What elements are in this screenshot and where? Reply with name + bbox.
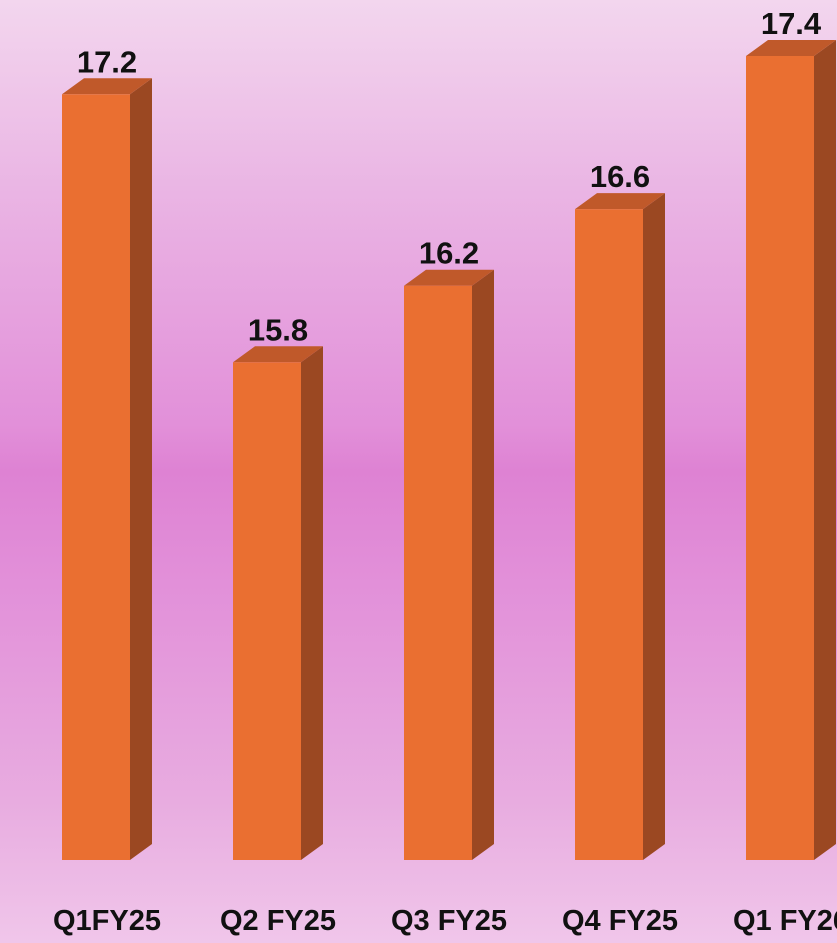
- bar-front: [746, 56, 814, 860]
- bar-front: [575, 209, 643, 861]
- bar: [746, 40, 836, 860]
- value-label: 15.8: [248, 312, 308, 347]
- bar: [233, 346, 323, 860]
- bar-side: [301, 346, 323, 860]
- bar-side: [130, 78, 152, 861]
- bar-front: [404, 285, 472, 860]
- bars-group: [62, 40, 836, 861]
- bar-top: [62, 78, 152, 95]
- bar-top: [404, 269, 494, 286]
- value-label: 17.4: [761, 6, 822, 41]
- category-label: Q3 FY25: [391, 905, 507, 937]
- bar-side: [814, 40, 836, 860]
- bar-top: [575, 193, 665, 210]
- bar-top: [746, 40, 836, 56]
- bar-front: [62, 94, 130, 861]
- bar: [62, 78, 152, 861]
- bar-side: [472, 269, 494, 860]
- category-labels-group: Q1FY25 Q2 FY25 Q3 FY25 Q4 FY25 Q1 FY26: [53, 905, 837, 937]
- bar-side: [643, 193, 665, 861]
- category-label: Q1FY25: [53, 905, 161, 937]
- value-label: 17.2: [77, 44, 137, 79]
- value-label: 16.2: [419, 236, 479, 271]
- category-label: Q1 FY26: [733, 905, 837, 937]
- bar-top: [233, 346, 323, 363]
- value-label: 16.6: [590, 159, 650, 194]
- bar-front: [233, 362, 301, 860]
- bar: [404, 269, 494, 860]
- bar: [575, 193, 665, 861]
- value-labels-group: 17.2 15.8 16.2 16.6 17.4: [77, 6, 822, 347]
- category-label: Q2 FY25: [220, 905, 336, 937]
- category-label: Q4 FY25: [562, 905, 678, 937]
